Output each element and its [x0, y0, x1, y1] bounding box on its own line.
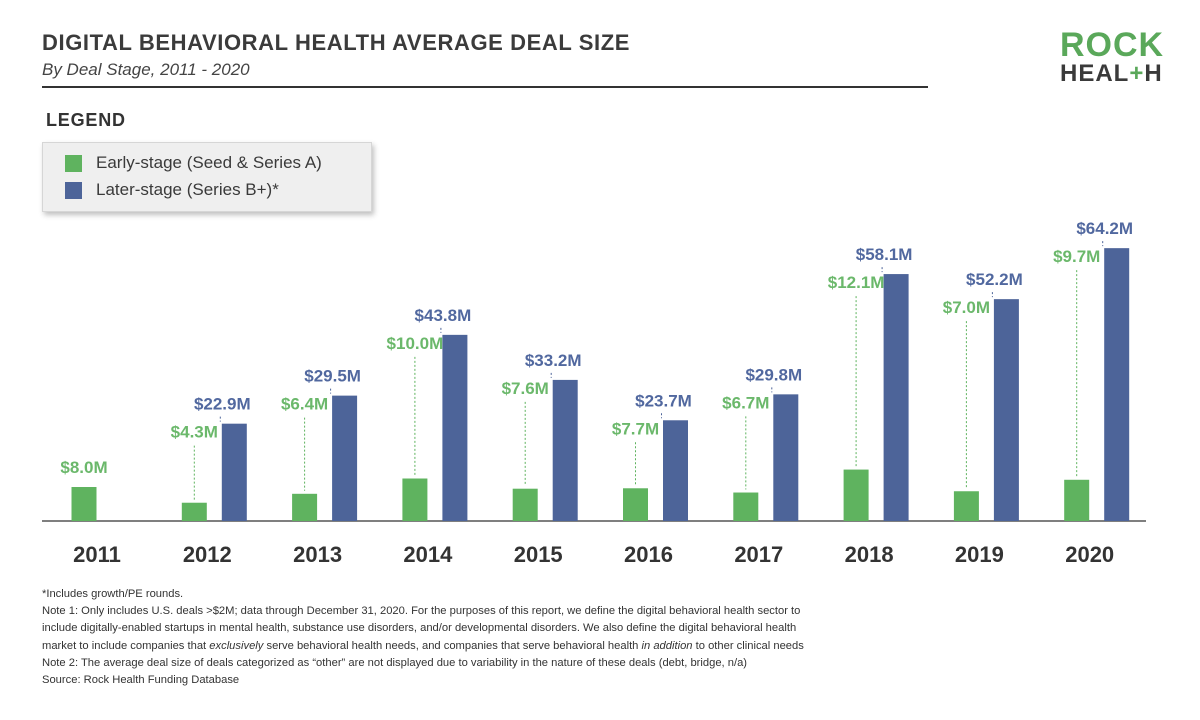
data-label-later-stage: $52.2M	[966, 270, 1023, 289]
x-tick-label: 2013	[293, 542, 342, 567]
legend-label-early: Early-stage (Seed & Series A)	[96, 153, 322, 172]
footnote-source: Source: Rock Health Funding Database	[42, 674, 240, 687]
x-tick-label: 2016	[624, 542, 673, 567]
x-tick-label: 2020	[1065, 542, 1114, 567]
data-label-early-stage: $7.0M	[943, 298, 990, 317]
data-label-early-stage: $4.3M	[171, 423, 218, 442]
bar-early-stage	[623, 488, 648, 521]
legend-swatch-early	[65, 154, 82, 172]
data-label-later-stage: $33.2M	[525, 351, 582, 370]
legend-item-early-stage: Early-stage (Seed & Series A)	[65, 152, 322, 174]
data-label-early-stage: $12.1M	[828, 273, 885, 292]
legend-title: LEGEND	[46, 110, 126, 130]
x-tick-label: 2017	[734, 542, 783, 567]
bar-later-stage	[221, 423, 247, 521]
data-label-later-stage: $29.8M	[745, 365, 802, 384]
rock-health-logo: ROCK HEAL+H	[1060, 28, 1175, 86]
footnote-note1-line3: market to include companies that exclusi…	[42, 639, 804, 652]
bar-early-stage	[292, 493, 318, 521]
bar-later-stage	[993, 299, 1019, 521]
data-label-later-stage: $43.8M	[415, 306, 472, 325]
legend: Early-stage (Seed & Series A) Later-stag…	[42, 142, 372, 212]
footnote-growth: *Includes growth/PE rounds.	[42, 588, 184, 600]
data-label-later-stage: $22.9M	[194, 395, 251, 414]
bar-early-stage	[402, 478, 428, 521]
x-tick-label: 2019	[955, 542, 1004, 567]
bar-early-stage	[71, 487, 97, 521]
data-label-early-stage: $8.0M	[60, 458, 107, 477]
data-label-early-stage: $7.6M	[502, 379, 549, 398]
data-label-early-stage: $6.7M	[722, 393, 769, 412]
chart-title: DIGITAL BEHAVIORAL HEALTH AVERAGE DEAL S…	[42, 30, 631, 55]
title-divider	[42, 86, 928, 88]
bar-later-stage	[773, 394, 799, 521]
legend-item-later-stage: Later-stage (Series B+)*	[65, 179, 279, 201]
bar-early-stage	[843, 469, 869, 521]
chart-subtitle: By Deal Stage, 2011 - 2020	[42, 60, 250, 79]
x-tick-label: 2014	[403, 542, 453, 567]
x-tick-label: 2015	[514, 542, 563, 567]
bar-later-stage	[332, 395, 358, 521]
footnote-note1-line2: include digitally-enabled startups in me…	[42, 622, 797, 635]
bar-early-stage	[733, 492, 759, 521]
legend-swatch-later	[65, 181, 82, 199]
bar-early-stage	[1064, 479, 1090, 521]
data-label-early-stage: $6.4M	[281, 395, 328, 414]
data-label-early-stage: $10.0M	[387, 334, 444, 353]
data-label-later-stage: $58.1M	[856, 245, 913, 264]
legend-label-later: Later-stage (Series B+)*	[96, 180, 279, 199]
x-tick-label: 2012	[183, 542, 232, 567]
x-tick-label: 2018	[845, 542, 894, 567]
bar-later-stage	[1104, 248, 1130, 521]
bar-later-stage	[883, 274, 909, 521]
data-label-early-stage: $7.7M	[612, 419, 659, 438]
bar-early-stage	[953, 491, 979, 521]
footnote-note2: Note 2: The average deal size of deals c…	[42, 656, 748, 669]
logo-line-2: HEAL+H	[1060, 60, 1163, 87]
x-tick-label: 2011	[73, 542, 121, 567]
data-label-later-stage: $29.5M	[304, 367, 361, 386]
footnotes: *Includes growth/PE rounds. Note 1: Only…	[42, 586, 1162, 689]
bar-later-stage	[552, 379, 578, 521]
data-label-later-stage: $23.7M	[635, 391, 692, 410]
data-label-later-stage: $64.2M	[1076, 219, 1133, 238]
bar-later-stage	[442, 334, 468, 521]
bar-early-stage	[512, 488, 538, 521]
logo-line-1: ROCK	[1060, 26, 1165, 64]
bar-later-stage	[663, 420, 688, 521]
bar-early-stage	[181, 502, 207, 521]
footnote-note1-line1: Note 1: Only includes U.S. deals >$2M; d…	[42, 605, 801, 618]
data-label-early-stage: $9.7M	[1053, 247, 1100, 266]
